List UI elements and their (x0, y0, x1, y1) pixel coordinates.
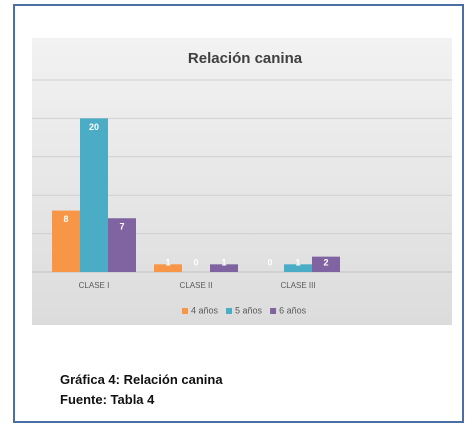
bar (108, 218, 136, 272)
frame (13, 4, 464, 423)
bar (312, 256, 340, 272)
data-label: 1 (221, 257, 226, 267)
bar (80, 118, 108, 273)
bar (52, 210, 80, 272)
figure-caption: Gráfica 4: Relación canina (60, 372, 223, 387)
x-tick-label: CLASE I (79, 281, 110, 290)
bar (154, 264, 182, 272)
data-label: 1 (295, 257, 300, 267)
legend-swatch (182, 308, 188, 314)
data-label: 20 (89, 122, 99, 132)
chart-title: Relación canina (188, 50, 303, 67)
legend-label: 4 años (191, 305, 219, 315)
source-caption: Fuente: Tabla 4 (60, 392, 155, 407)
legend-label: 5 años (235, 305, 263, 315)
data-label: 0 (193, 257, 198, 267)
bar (210, 264, 238, 272)
legend-swatch (226, 308, 233, 314)
data-label: 1 (165, 257, 170, 267)
legend-swatch (270, 308, 277, 314)
data-label: 7 (119, 222, 124, 232)
x-tick-label: CLASE II (180, 281, 213, 290)
legend-label: 6 años (279, 305, 307, 315)
x-tick-label: CLASE III (280, 281, 315, 290)
data-label: 0 (267, 257, 272, 267)
bar (284, 264, 312, 272)
data-label: 8 (63, 214, 68, 224)
data-label: 2 (323, 257, 328, 267)
